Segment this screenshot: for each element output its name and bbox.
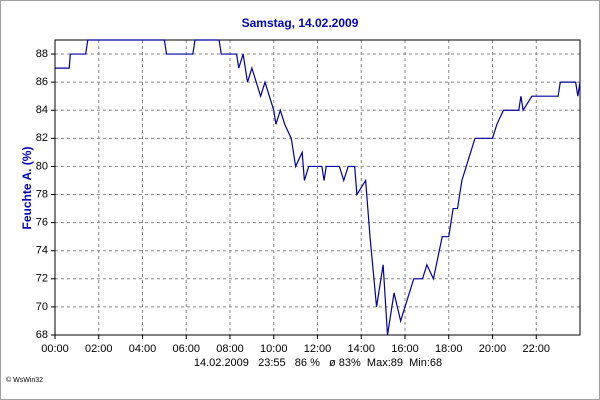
y-tick-label: 72 <box>36 273 48 285</box>
y-tick-label: 68 <box>36 329 48 341</box>
y-axis-label: Feuchte A. (%) <box>20 147 34 230</box>
plot-border <box>54 39 581 336</box>
x-tick-label: 20:00 <box>479 343 507 355</box>
y-tick-label: 74 <box>36 245 48 257</box>
x-tick-label: 06:00 <box>172 343 200 355</box>
chart-title: Samstag, 14.02.2009 <box>242 16 359 30</box>
x-tick-label: 04:00 <box>129 343 157 355</box>
y-tick-label: 84 <box>36 104 48 116</box>
y-tick-label: 82 <box>36 132 48 144</box>
y-tick-label: 88 <box>36 48 48 60</box>
y-tick-label: 78 <box>36 188 48 200</box>
footer: 14.02.2009 23:55 86 % ø 83% Max:89 Min:6… <box>194 357 442 369</box>
y-tick-label: 86 <box>36 76 48 88</box>
x-tick-label: 16:00 <box>391 343 419 355</box>
data-line <box>55 39 581 336</box>
y-tick-label: 76 <box>36 217 48 229</box>
x-tick-label: 12:00 <box>304 343 332 355</box>
y-tick-label: 70 <box>36 301 48 313</box>
x-tick-label: 08:00 <box>216 343 244 355</box>
x-tick-label: 14:00 <box>347 343 375 355</box>
x-tick-label: 02:00 <box>85 343 113 355</box>
x-tick-label: 18:00 <box>435 343 463 355</box>
credit: © WsWin32 <box>6 376 43 384</box>
x-tick-label: 22:00 <box>522 343 550 355</box>
y-tick-label: 80 <box>36 160 48 172</box>
x-tick-label: 00:00 <box>41 343 69 355</box>
x-tick-label: 10:00 <box>260 343 288 355</box>
